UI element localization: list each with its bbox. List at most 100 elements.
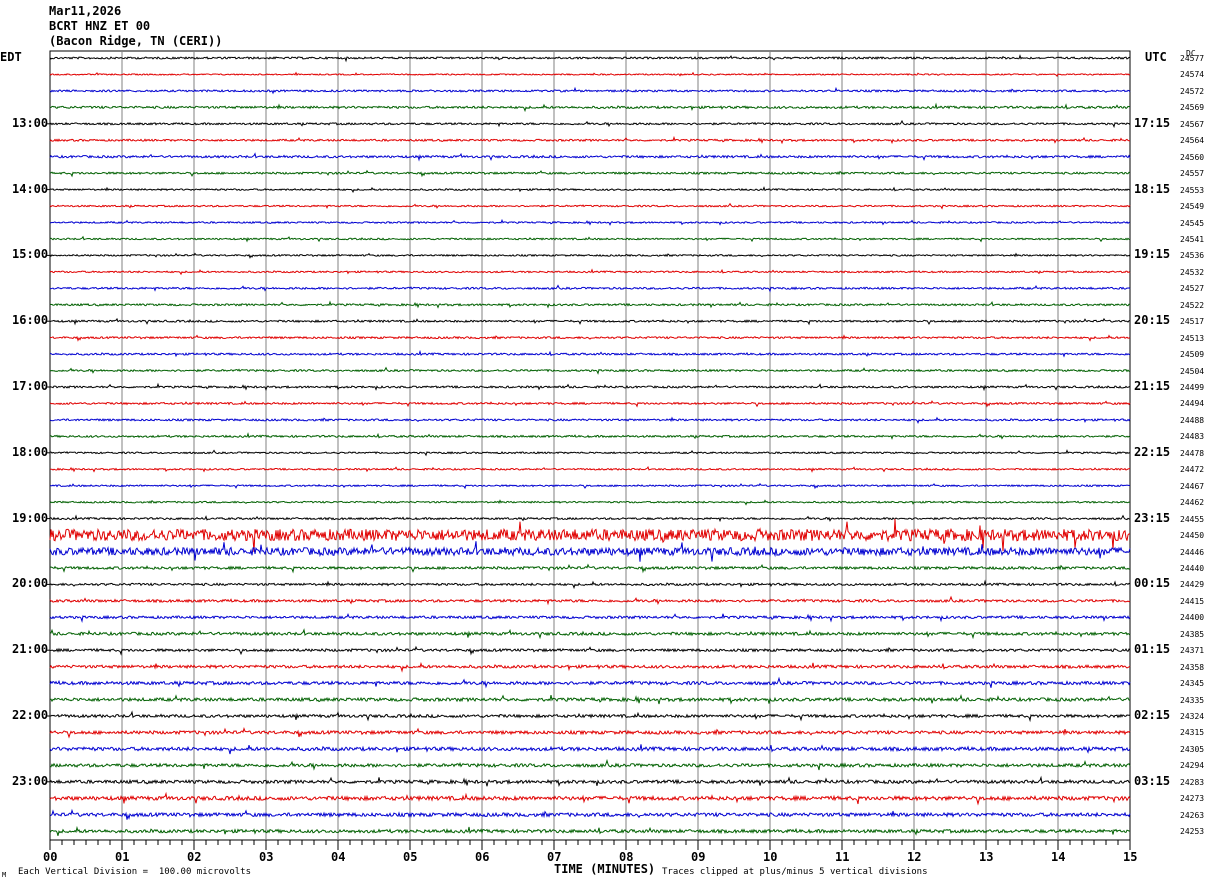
trace-41 — [49, 710, 1131, 723]
trace-17 — [49, 317, 1131, 326]
dc-offset-label: 24455 — [1180, 514, 1205, 524]
trace-39 — [49, 676, 1131, 689]
dc-offset-label: 24572 — [1180, 86, 1205, 96]
x-tick-label: 11 — [835, 850, 850, 864]
trace-15 — [49, 284, 1131, 293]
dc-offset-label: 24549 — [1180, 202, 1205, 212]
dc-offset-label: 24569 — [1180, 103, 1205, 113]
x-tick-label: 12 — [907, 850, 922, 864]
utc-hour-label: 18:15 — [1134, 181, 1171, 196]
x-tick-label: 04 — [331, 850, 346, 864]
x-tick-label: 05 — [403, 850, 418, 864]
x-tick-label: 14 — [1051, 850, 1066, 864]
trace-30 — [49, 518, 1131, 553]
trace-11 — [49, 218, 1131, 226]
trace-8 — [49, 169, 1131, 178]
dc-offset-label: 24494 — [1180, 399, 1205, 409]
plot-frame — [49, 50, 1131, 841]
utc-hour-label: 23:15 — [1134, 510, 1171, 525]
dc-offset-label: 24488 — [1180, 415, 1205, 425]
trace-9 — [49, 186, 1131, 194]
edt-hour-label: 14:00 — [12, 181, 49, 196]
dc-offset-label: 24509 — [1180, 350, 1205, 360]
edt-hour-label: 18:00 — [12, 444, 49, 459]
station-title: BCRT HNZ ET 00 — [49, 19, 151, 33]
x-tick-label: 03 — [259, 850, 274, 864]
edt-zone-label: EDT — [0, 50, 22, 64]
trace-42 — [49, 727, 1131, 739]
dc-offset-label: 24527 — [1180, 284, 1205, 294]
x-tick-label: 15 — [1123, 850, 1138, 864]
trace-38 — [49, 661, 1131, 673]
dc-offset-label: 24567 — [1180, 119, 1205, 129]
trace-43 — [49, 744, 1131, 755]
x-tick-label: 06 — [475, 850, 490, 864]
dc-offset-label: 24541 — [1180, 234, 1205, 244]
dc-offset-label: 24315 — [1180, 728, 1205, 738]
edt-hour-label: 19:00 — [12, 510, 49, 525]
dc-offset-label: 24536 — [1180, 251, 1205, 261]
trace-22 — [49, 400, 1131, 408]
trace-35 — [49, 612, 1131, 623]
dc-offset-label: 24400 — [1180, 613, 1205, 623]
utc-hour-label: 19:15 — [1134, 247, 1171, 262]
x-tick-label: 02 — [187, 850, 202, 864]
dc-offset-label: 24553 — [1180, 185, 1205, 195]
edt-hour-label: 17:00 — [12, 379, 49, 393]
trace-33 — [49, 579, 1131, 590]
dc-offset-label: 24345 — [1180, 679, 1205, 689]
dc-offset-label: 24517 — [1180, 317, 1205, 327]
trace-1 — [49, 54, 1131, 63]
dc-offset-label: 24385 — [1180, 629, 1205, 639]
trace-44 — [49, 758, 1131, 771]
trace-25 — [49, 449, 1131, 457]
dc-offset-label: 24450 — [1180, 531, 1205, 541]
location-title: (Bacon Ridge, TN (CERI)) — [49, 34, 223, 48]
dc-offset-label: 24499 — [1180, 383, 1205, 392]
edt-hour-label: 20:00 — [12, 576, 49, 591]
dc-offset-label: 24545 — [1180, 218, 1205, 228]
dc-offset-label: 24560 — [1180, 152, 1205, 162]
scale-note: Each Vertical Division = 100.00 microvol… — [18, 867, 251, 877]
edt-hour-label: 23:00 — [12, 773, 49, 788]
trace-19 — [49, 349, 1131, 358]
trace-46 — [49, 791, 1131, 806]
trace-48 — [49, 825, 1131, 836]
trace-16 — [49, 300, 1131, 309]
trace-32 — [49, 563, 1131, 574]
dc-offset-label: 24305 — [1180, 744, 1205, 754]
dc-offset-label: 24440 — [1180, 563, 1205, 573]
x-tick-label: 13 — [979, 850, 994, 864]
dc-offset-label: 24557 — [1180, 169, 1205, 179]
dc-offset-label: 24294 — [1180, 761, 1205, 771]
trace-14 — [49, 268, 1131, 276]
trace-7 — [49, 152, 1131, 162]
trace-12 — [49, 235, 1131, 243]
trace-36 — [49, 628, 1131, 640]
dc-offset-label: 24504 — [1180, 366, 1205, 376]
edt-hour-label: 15:00 — [12, 247, 49, 262]
dc-offset-label: 24577 — [1180, 54, 1205, 63]
dc-offset-label: 24574 — [1180, 70, 1205, 80]
dc-offset-label: 24564 — [1180, 136, 1205, 146]
x-axis-label: TIME (MINUTES) — [554, 862, 656, 876]
trace-23 — [49, 416, 1131, 425]
x-tick-label: 08 — [619, 850, 634, 864]
trace-45 — [49, 775, 1131, 787]
dc-label: DC — [1186, 49, 1196, 58]
utc-hour-label: 17:15 — [1134, 115, 1171, 130]
dc-offset-label: 24335 — [1180, 695, 1205, 705]
trace-40 — [49, 694, 1131, 705]
dc-offset-label: 24446 — [1180, 547, 1205, 557]
trace-6 — [49, 135, 1131, 145]
x-tick-label: 09 — [691, 850, 706, 864]
utc-hour-label: 21:15 — [1134, 379, 1171, 393]
edt-hour-label: 22:00 — [12, 708, 49, 722]
utc-zone-label: UTC — [1145, 50, 1167, 64]
trace-31 — [49, 541, 1131, 562]
trace-20 — [49, 366, 1131, 375]
utc-hour-label: 01:15 — [1134, 642, 1171, 657]
clip-note: Traces clipped at plus/minus 5 vertical … — [662, 867, 928, 877]
trace-21 — [49, 382, 1131, 392]
